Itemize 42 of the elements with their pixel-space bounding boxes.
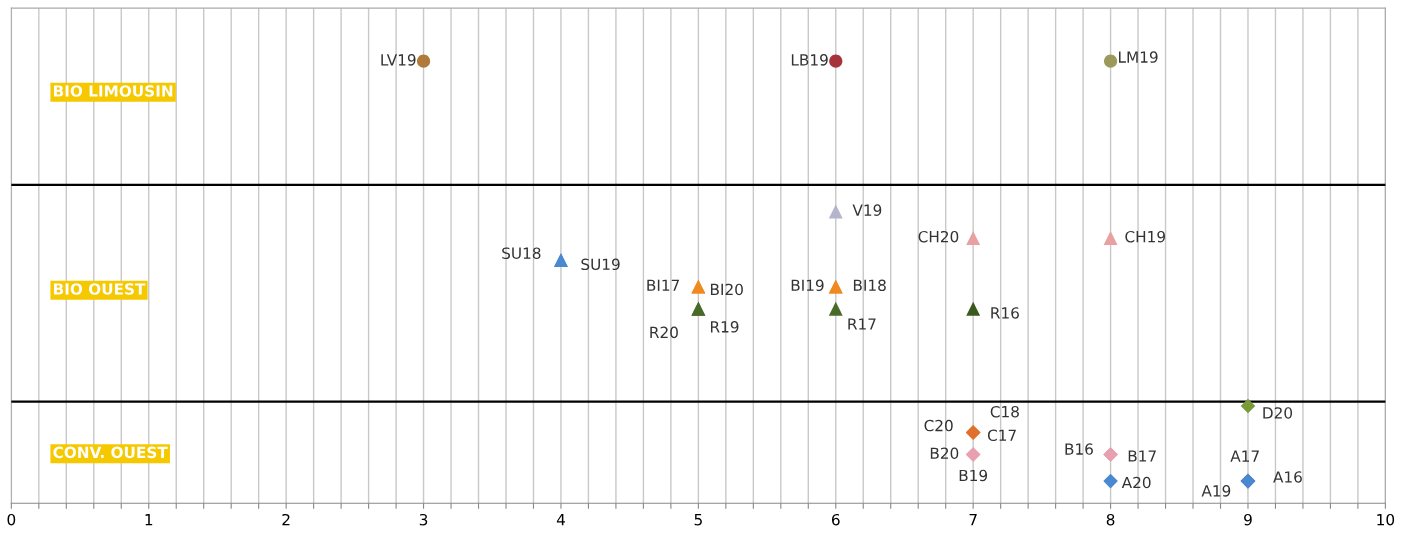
x-tick-label: 6 [831,513,840,526]
x-tick-label: 4 [556,514,565,526]
annotation: BIO OUEST [53,283,146,295]
annotation: R20 [650,326,678,339]
annotation: V19 [852,204,882,216]
annotation: A17 [1230,450,1259,462]
x-tick-label: 3 [419,513,428,526]
annotation: LV19 [381,54,416,66]
annotation: B16 [1065,443,1093,455]
annotation: SU18 [502,247,541,259]
annotation: C20 [924,419,953,432]
annotation: R17 [848,318,876,330]
annotation: BIO LIMOUSIN [53,85,173,97]
annotation: BI18 [853,279,886,292]
x-tick-label: 9 [1244,513,1252,526]
annotation: B20 [930,447,959,460]
annotation: LB19 [791,54,828,66]
annotation: LM19 [1119,51,1158,63]
x-tick-label: 2 [282,513,290,526]
x-tick-label: 7 [969,514,977,526]
annotation: CH20 [918,230,959,243]
x-tick-label: 0 [7,513,16,526]
annotation: C18 [990,405,1019,418]
x-tick-label: 5 [694,514,702,526]
annotation: C17 [987,429,1016,442]
annotation: BI20 [710,283,743,296]
x-tick-label: 8 [1106,513,1115,526]
annotation: CH19 [1125,230,1165,243]
annotation: CONV. OUEST [53,446,168,459]
annotation: B19 [959,469,988,482]
x-tick-label: 1 [145,514,153,526]
annotation: A20 [1121,476,1151,489]
annotation: D20 [1263,407,1293,419]
annotation: R19 [710,321,739,333]
annotation: SU19 [581,258,620,271]
annotation: A19 [1201,485,1231,497]
annotation: A16 [1273,471,1302,483]
annotation: R16 [991,307,1019,319]
annotation: BI19 [791,279,824,292]
x-tick-label: 10 [1377,513,1395,526]
annotation: B17 [1128,450,1156,462]
annotation: BI17 [647,279,679,291]
